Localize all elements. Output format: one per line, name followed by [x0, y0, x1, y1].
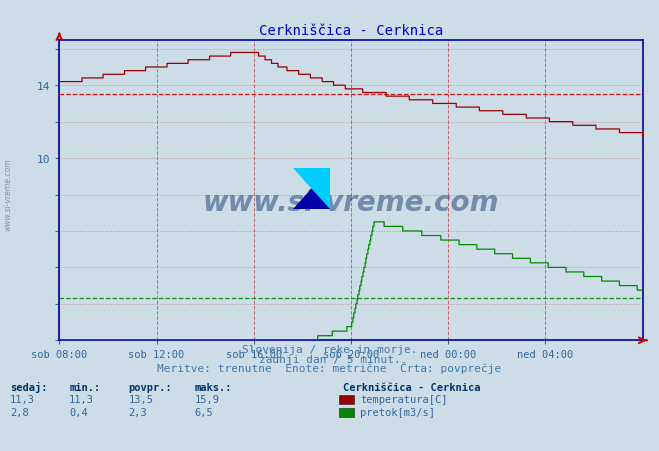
Text: 2,8: 2,8	[10, 407, 28, 417]
Text: maks.:: maks.:	[194, 382, 232, 392]
Polygon shape	[293, 168, 330, 210]
Text: 6,5: 6,5	[194, 407, 213, 417]
Text: 15,9: 15,9	[194, 394, 219, 404]
Text: 13,5: 13,5	[129, 394, 154, 404]
Text: 11,3: 11,3	[69, 394, 94, 404]
Text: 0,4: 0,4	[69, 407, 88, 417]
Text: Slovenija / reke in morje.: Slovenija / reke in morje.	[242, 345, 417, 354]
Text: 11,3: 11,3	[10, 394, 35, 404]
Text: sedaj:: sedaj:	[10, 381, 47, 392]
Text: povpr.:: povpr.:	[129, 382, 172, 392]
Text: www.si-vreme.com: www.si-vreme.com	[3, 158, 13, 230]
Text: Cerkniščica - Cerknica: Cerkniščica - Cerknica	[343, 382, 480, 392]
Text: min.:: min.:	[69, 382, 100, 392]
Polygon shape	[293, 168, 330, 210]
Title: Cerkniščica - Cerknica: Cerkniščica - Cerknica	[259, 24, 443, 38]
Text: temperatura[C]: temperatura[C]	[360, 394, 448, 404]
Text: www.si-vreme.com: www.si-vreme.com	[203, 189, 499, 216]
Text: Meritve: trenutne  Enote: metrične  Črta: povprečje: Meritve: trenutne Enote: metrične Črta: …	[158, 362, 501, 373]
Text: pretok[m3/s]: pretok[m3/s]	[360, 407, 436, 417]
Text: 2,3: 2,3	[129, 407, 147, 417]
Text: zadnji dan / 5 minut.: zadnji dan / 5 minut.	[258, 354, 401, 364]
